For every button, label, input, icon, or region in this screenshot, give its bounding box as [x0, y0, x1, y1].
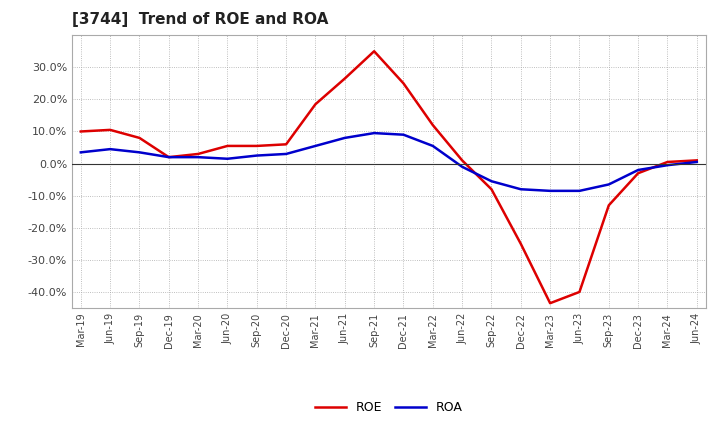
ROE: [663, 159, 672, 165]
ROA: [282, 151, 290, 157]
ROA: [341, 135, 349, 140]
ROE: [575, 290, 584, 295]
ROE: [223, 143, 232, 149]
ROA: [106, 147, 114, 152]
ROA: [76, 150, 85, 155]
ROA: [194, 154, 202, 160]
ROE: [311, 102, 320, 107]
ROE: [282, 142, 290, 147]
ROA: [223, 156, 232, 161]
ROA: [516, 187, 525, 192]
ROA: [370, 130, 379, 136]
ROE: [194, 151, 202, 157]
ROA: [605, 182, 613, 187]
ROE: [253, 143, 261, 149]
ROA: [487, 179, 496, 184]
Line: ROE: ROE: [81, 51, 697, 303]
ROE: [546, 301, 554, 306]
ROA: [164, 154, 173, 160]
ROA: [634, 167, 642, 172]
ROA: [428, 143, 437, 149]
ROA: [546, 188, 554, 194]
ROA: [253, 153, 261, 158]
ROA: [458, 164, 467, 169]
ROE: [341, 76, 349, 81]
ROA: [399, 132, 408, 137]
Line: ROA: ROA: [81, 133, 697, 191]
ROE: [428, 122, 437, 128]
ROA: [693, 159, 701, 165]
Text: [3744]  Trend of ROE and ROA: [3744] Trend of ROE and ROA: [72, 12, 328, 27]
ROE: [106, 127, 114, 132]
ROE: [693, 158, 701, 163]
ROE: [634, 171, 642, 176]
ROE: [164, 154, 173, 160]
ROE: [458, 158, 467, 163]
ROE: [370, 48, 379, 54]
ROE: [487, 187, 496, 192]
ROE: [76, 129, 85, 134]
ROE: [605, 203, 613, 208]
ROA: [135, 150, 144, 155]
ROE: [399, 81, 408, 86]
ROE: [135, 135, 144, 140]
Legend: ROE, ROA: ROE, ROA: [310, 396, 468, 419]
ROA: [311, 143, 320, 149]
ROA: [663, 162, 672, 168]
ROA: [575, 188, 584, 194]
ROE: [516, 241, 525, 246]
